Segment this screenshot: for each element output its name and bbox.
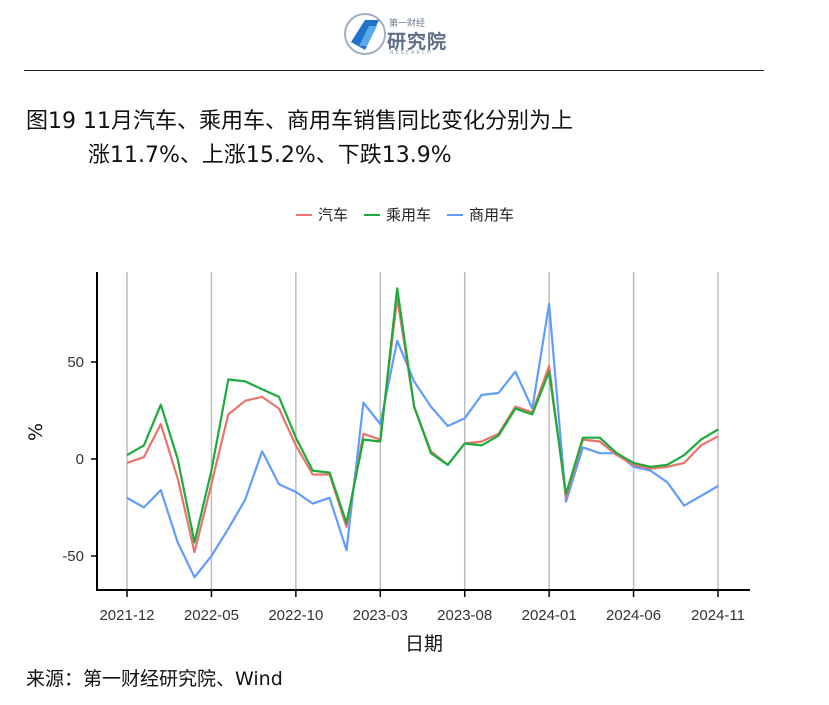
- series-line-auto: [126, 296, 719, 554]
- logo-text-main: 研究院: [387, 31, 448, 53]
- brand-logo: 第一财经 研究院 RESEARCH: [343, 10, 453, 58]
- x-axis-title: 日期: [405, 633, 443, 655]
- chart-legend: 汽车 乘用车 商用车: [296, 204, 514, 225]
- x-tick-label: 2022-05: [184, 607, 239, 624]
- legend-item-passenger: 乘用车: [364, 204, 431, 225]
- x-tick-label: 2022-10: [268, 607, 323, 624]
- y-axis-title: %: [25, 423, 47, 441]
- x-tick-label: 2023-08: [437, 607, 492, 624]
- y-tick-label: 50: [67, 354, 84, 371]
- x-tick-label: 2024-01: [522, 607, 577, 624]
- title-line-2: 涨11.7%、上涨15.2%、下跌13.9%: [88, 143, 452, 168]
- legend-label-commercial: 商用车: [469, 206, 515, 224]
- chart-axes: [96, 272, 750, 591]
- source-note: 来源：第一财经研究院、Wind: [26, 668, 283, 690]
- x-tick-label: 2024-11: [691, 607, 745, 624]
- figure-title: 图19 11月汽车、乘用车、商用车销售同比变化分别为上 涨11.7%、上涨15.…: [26, 105, 573, 173]
- y-tick-label: -50: [62, 548, 84, 565]
- x-ticks: 2021-12 2022-05 2022-10 2023-03 2023-08 2024-…: [99, 590, 745, 624]
- legend-label-passenger: 乘用车: [386, 206, 432, 224]
- series-line-commercial: [126, 302, 719, 579]
- title-line-1: 图19 11月汽车、乘用车、商用车销售同比变化分别为上: [26, 109, 573, 134]
- logo-text-sub: RESEARCH: [390, 50, 433, 56]
- y-ticks: -50 0 50: [62, 354, 97, 565]
- logo-emblem: [344, 13, 386, 55]
- legend-label-auto: 汽车: [318, 206, 349, 224]
- x-tick-label: 2021-12: [99, 607, 154, 624]
- logo-text-top: 第一财经: [389, 19, 426, 29]
- series-line-passenger: [126, 287, 719, 544]
- x-tick-label: 2023-03: [353, 607, 408, 624]
- x-tick-label: 2024-06: [606, 607, 661, 624]
- legend-swatch-commercial: [447, 213, 464, 216]
- legend-item-auto: 汽车: [296, 204, 348, 225]
- series-lines: [126, 287, 719, 579]
- y-tick-label: 0: [76, 451, 84, 468]
- legend-swatch-auto: [296, 213, 312, 216]
- header-divider: [24, 70, 764, 71]
- legend-item-commercial: 商用车: [447, 204, 514, 225]
- legend-swatch-passenger: [364, 213, 381, 216]
